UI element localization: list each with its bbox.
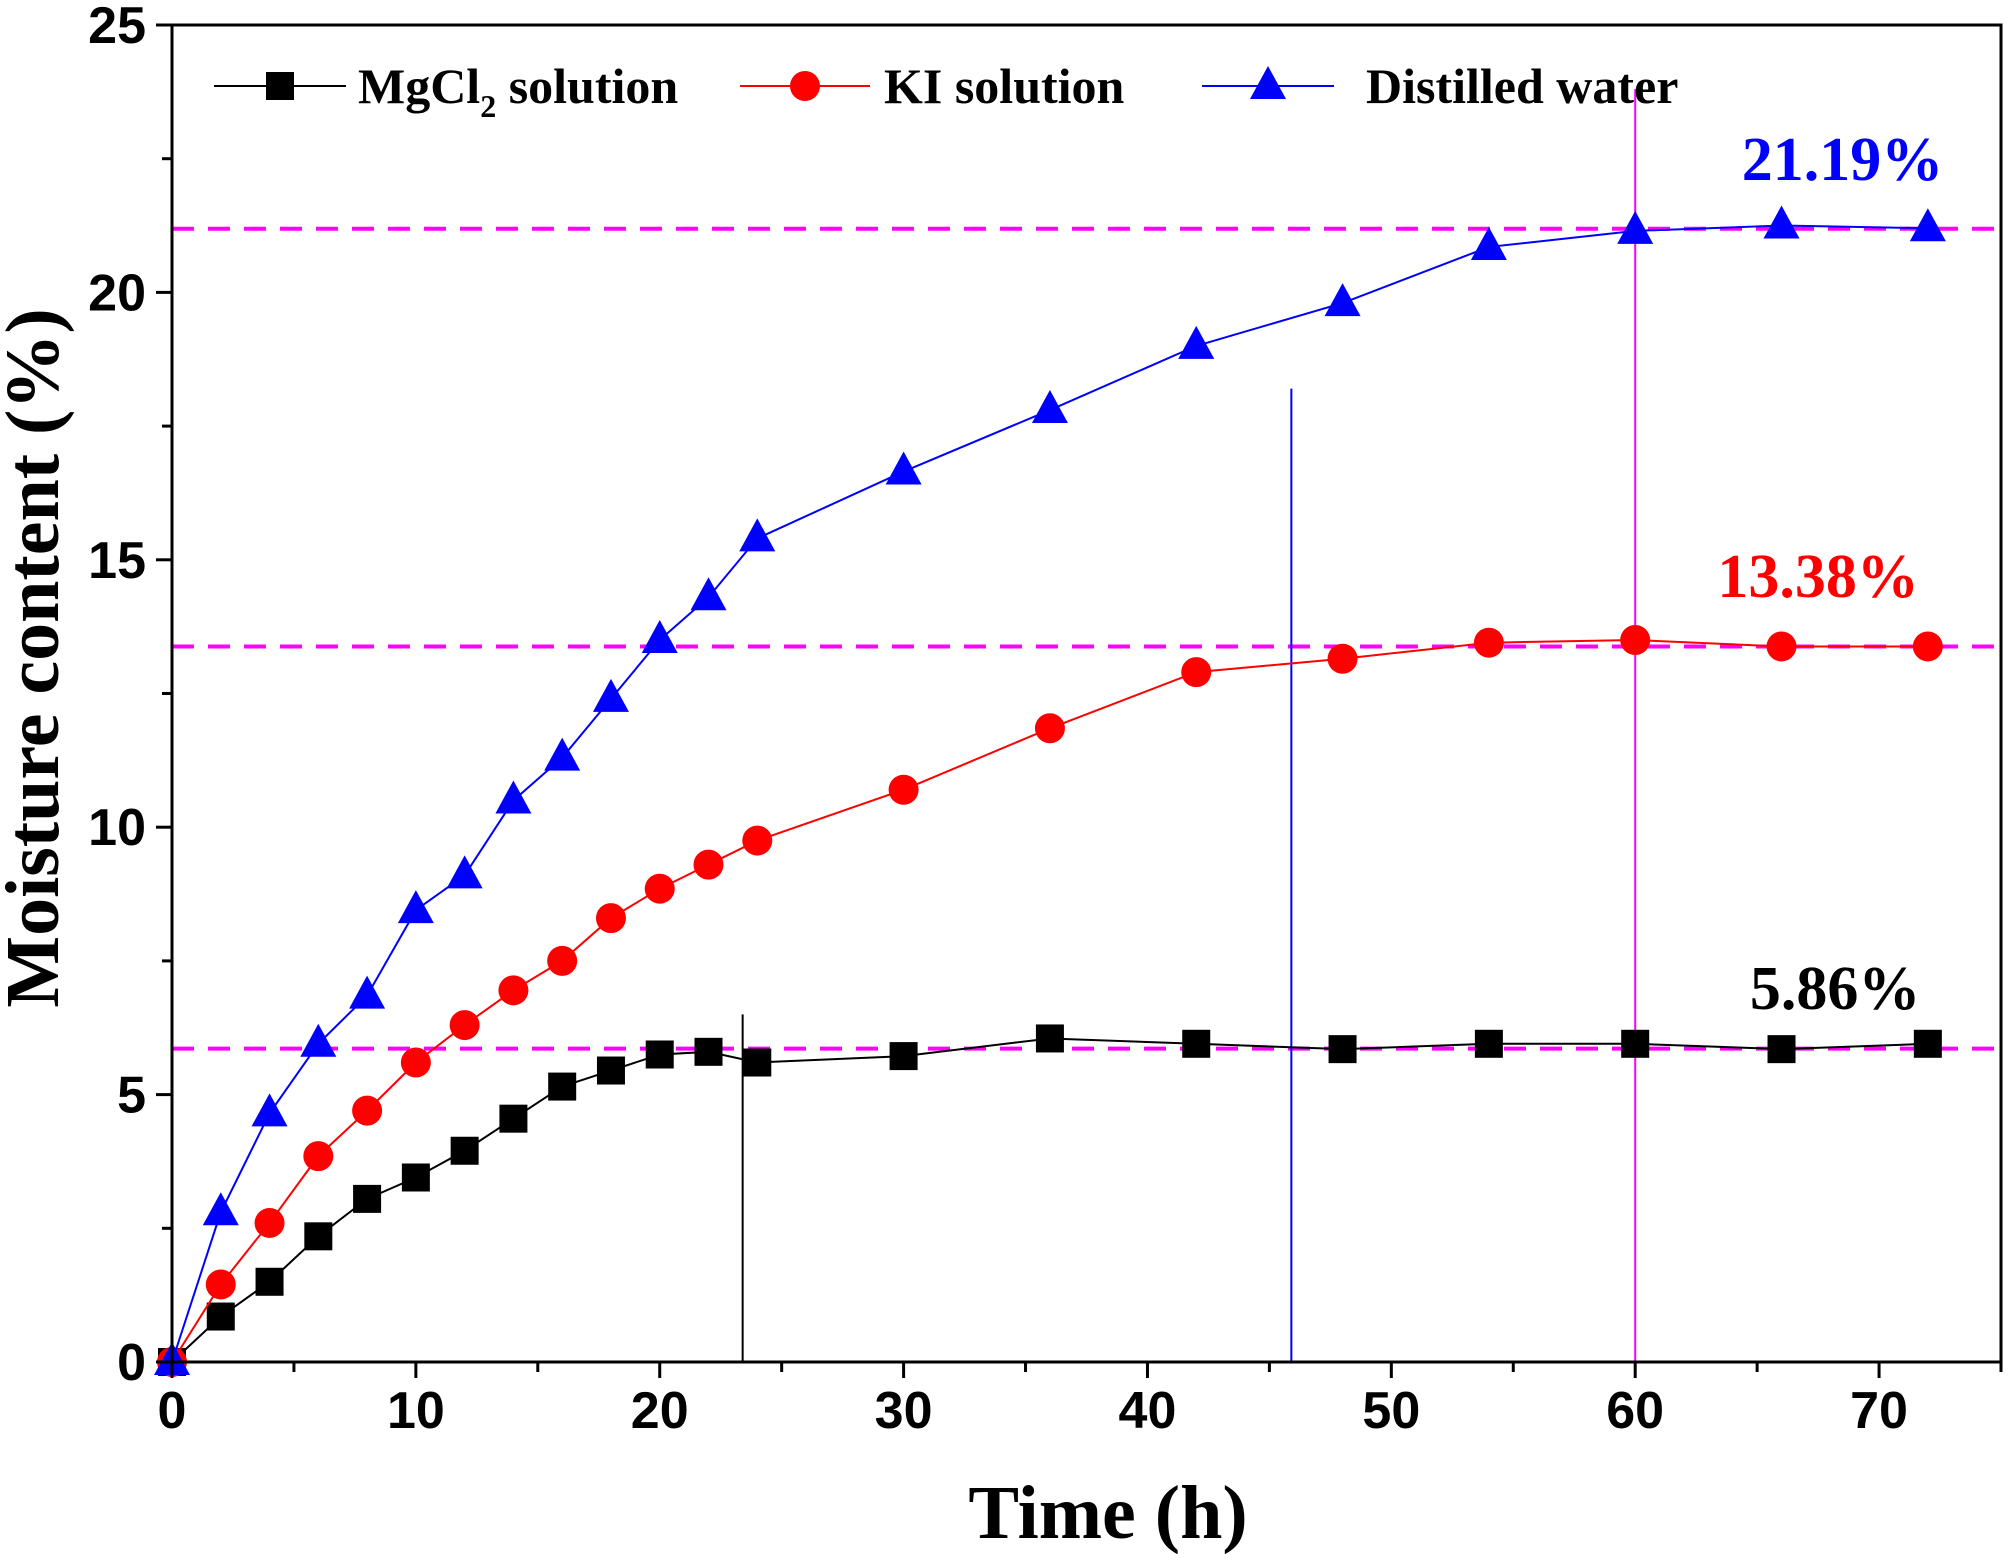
data-point bbox=[1767, 1035, 1796, 1064]
data-point bbox=[1327, 643, 1358, 674]
legend-label: MgCl2 solution bbox=[358, 58, 678, 124]
data-point bbox=[547, 945, 578, 976]
data-point bbox=[255, 1267, 284, 1296]
data-point bbox=[352, 1095, 383, 1126]
data-point bbox=[499, 1104, 528, 1133]
legend-marker bbox=[790, 71, 820, 101]
data-point bbox=[495, 780, 532, 814]
reference-lines-layer bbox=[172, 89, 2001, 1362]
data-point bbox=[498, 975, 529, 1006]
data-point bbox=[254, 1207, 285, 1238]
legend: MgCl2 solution KI solution Distilled water bbox=[214, 58, 1678, 124]
data-point bbox=[694, 1037, 723, 1066]
data-point bbox=[303, 1141, 334, 1172]
data-point bbox=[885, 451, 922, 485]
data-point bbox=[1617, 210, 1654, 244]
data-point bbox=[1181, 657, 1212, 688]
data-point bbox=[742, 825, 773, 856]
data-point bbox=[1763, 205, 1800, 239]
series-layer bbox=[154, 205, 1946, 1377]
data-point bbox=[595, 903, 626, 934]
y-tick-label: 20 bbox=[88, 264, 146, 322]
data-point bbox=[889, 1042, 918, 1071]
y-axis-title: Moisture content (%) bbox=[0, 308, 75, 1007]
data-point bbox=[1909, 208, 1946, 242]
data-point bbox=[1621, 1029, 1650, 1058]
legend-marker bbox=[1250, 66, 1286, 99]
data-point bbox=[400, 1047, 431, 1078]
x-tick-label: 50 bbox=[1362, 1382, 1420, 1440]
data-point bbox=[544, 737, 581, 771]
y-tick-label: 25 bbox=[88, 0, 146, 55]
data-point bbox=[300, 1023, 337, 1057]
data-point bbox=[353, 1184, 382, 1213]
y-tick-label: 0 bbox=[117, 1334, 146, 1392]
legend-item-square: MgCl2 solution bbox=[214, 58, 678, 124]
data-point bbox=[645, 1040, 674, 1069]
data-point bbox=[1034, 713, 1065, 744]
legend-label: KI solution bbox=[884, 58, 1125, 114]
x-tick-label: 30 bbox=[875, 1382, 933, 1440]
y-tick-label: 10 bbox=[88, 799, 146, 857]
data-point bbox=[401, 1163, 430, 1192]
y-tick-label: 5 bbox=[117, 1067, 146, 1125]
series-triangle bbox=[154, 205, 1946, 1375]
data-point bbox=[1182, 1029, 1211, 1058]
data-point bbox=[644, 873, 675, 904]
data-point bbox=[888, 774, 919, 805]
data-point bbox=[1913, 1029, 1942, 1058]
data-point bbox=[1328, 1035, 1357, 1064]
data-point bbox=[693, 849, 724, 880]
x-tick-label: 10 bbox=[387, 1382, 445, 1440]
data-point bbox=[1035, 1024, 1064, 1053]
value-annotation: 13.38% bbox=[1717, 543, 1919, 611]
axis-ticks-layer: 0 10 20 30 40 50 60 70 0 5 10 15 20 25 bbox=[88, 0, 2003, 1440]
data-point bbox=[548, 1072, 577, 1101]
legend-item-triangle: Distilled water bbox=[1202, 58, 1678, 114]
data-point bbox=[397, 890, 434, 924]
legend-item-circle: KI solution bbox=[740, 58, 1125, 114]
series-line bbox=[171, 639, 1928, 1363]
value-annotation: 21.19% bbox=[1742, 126, 1944, 194]
data-point bbox=[596, 1056, 625, 1085]
data-point bbox=[202, 1192, 239, 1226]
data-point bbox=[349, 975, 386, 1009]
x-tick-label: 20 bbox=[631, 1382, 689, 1440]
data-point bbox=[205, 1269, 236, 1300]
data-point bbox=[641, 620, 678, 654]
data-point bbox=[304, 1222, 333, 1251]
data-point bbox=[1766, 631, 1797, 662]
data-point bbox=[1474, 1029, 1503, 1058]
data-point bbox=[1912, 631, 1943, 662]
value-annotation: 5.86% bbox=[1750, 955, 1921, 1023]
data-point bbox=[449, 1010, 480, 1041]
data-point bbox=[1470, 226, 1507, 260]
data-point bbox=[251, 1093, 288, 1127]
x-axis-title: Time (h) bbox=[968, 1471, 1247, 1554]
data-point bbox=[1031, 390, 1068, 424]
data-point bbox=[592, 678, 629, 712]
series-square bbox=[158, 1024, 1942, 1376]
x-tick-label: 70 bbox=[1850, 1382, 1908, 1440]
data-point bbox=[1620, 625, 1651, 656]
x-tick-label: 60 bbox=[1606, 1382, 1664, 1440]
data-point bbox=[206, 1302, 235, 1331]
data-point bbox=[450, 1136, 479, 1165]
series-circle bbox=[157, 625, 1943, 1377]
legend-marker bbox=[266, 72, 294, 100]
data-point bbox=[1178, 325, 1215, 359]
data-point bbox=[739, 518, 776, 552]
x-tick-label: 0 bbox=[158, 1382, 187, 1440]
series-line bbox=[171, 1037, 1928, 1363]
x-tick-label: 40 bbox=[1119, 1382, 1177, 1440]
data-point bbox=[690, 577, 727, 611]
data-point bbox=[1324, 283, 1361, 317]
data-point bbox=[446, 855, 483, 889]
data-point bbox=[743, 1048, 772, 1077]
legend-label: Distilled water bbox=[1366, 58, 1678, 114]
data-point bbox=[1473, 627, 1504, 658]
y-tick-label: 15 bbox=[88, 532, 146, 590]
annotations-layer: 21.19% 13.38% 5.86% bbox=[1717, 126, 1943, 1023]
